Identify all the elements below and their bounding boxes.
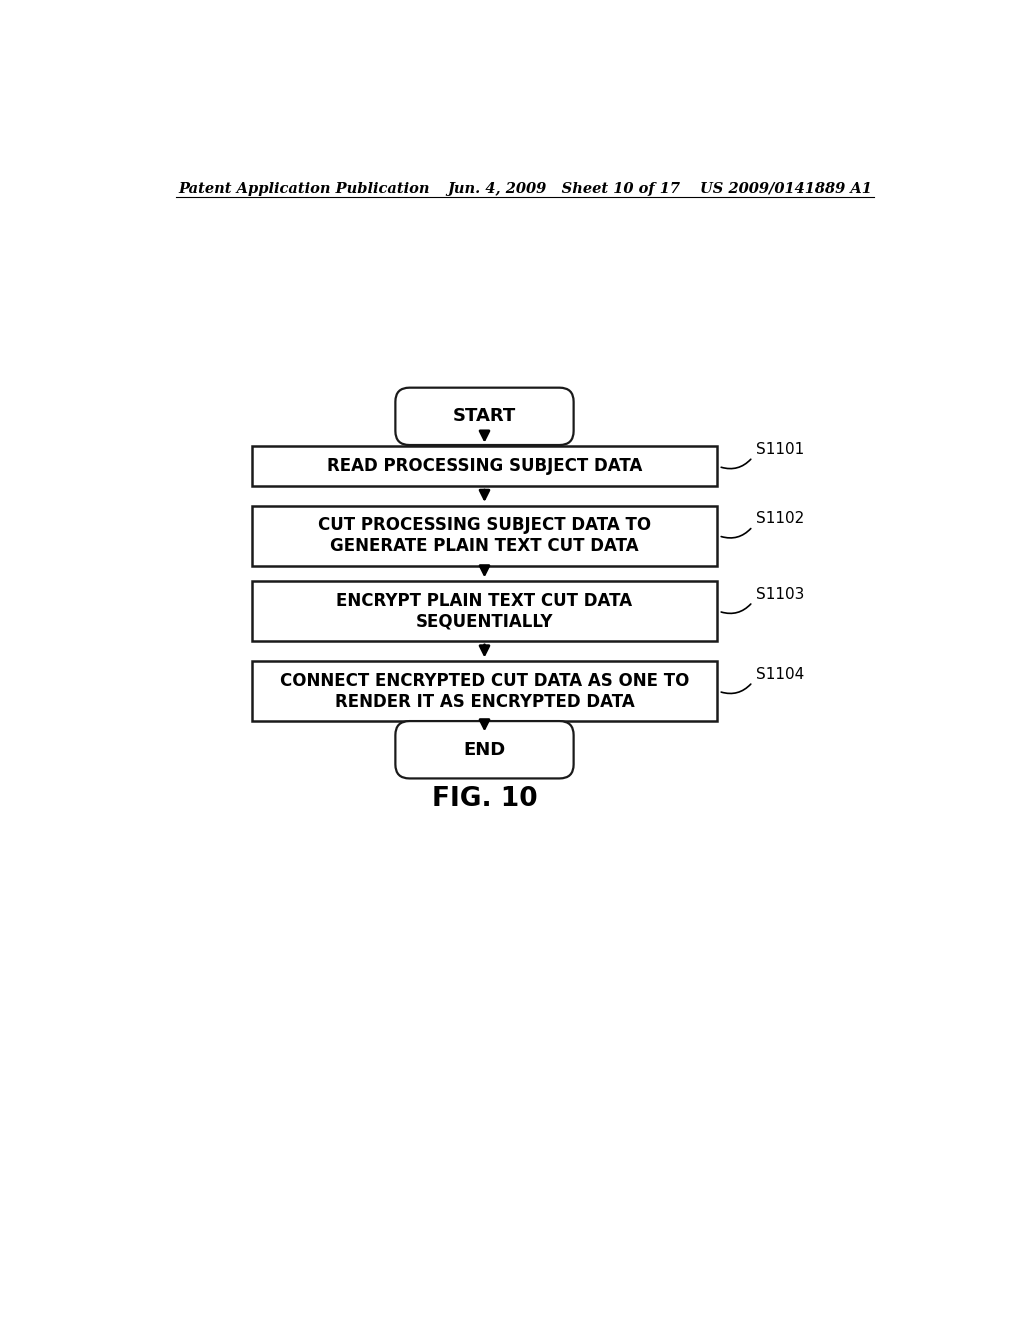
- Text: Patent Application Publication: Patent Application Publication: [178, 182, 430, 195]
- Text: S1103: S1103: [756, 586, 804, 602]
- Text: S1102: S1102: [756, 511, 804, 527]
- Text: FIG. 10: FIG. 10: [432, 785, 538, 812]
- Bar: [252, 506, 717, 566]
- Text: US 2009/0141889 A1: US 2009/0141889 A1: [700, 182, 872, 195]
- FancyBboxPatch shape: [395, 388, 573, 445]
- Text: S1104: S1104: [756, 667, 804, 682]
- Text: CONNECT ENCRYPTED CUT DATA AS ONE TO
RENDER IT AS ENCRYPTED DATA: CONNECT ENCRYPTED CUT DATA AS ONE TO REN…: [280, 672, 689, 710]
- Text: CUT PROCESSING SUBJECT DATA TO
GENERATE PLAIN TEXT CUT DATA: CUT PROCESSING SUBJECT DATA TO GENERATE …: [317, 516, 651, 556]
- Text: READ PROCESSING SUBJECT DATA: READ PROCESSING SUBJECT DATA: [327, 458, 642, 475]
- Text: START: START: [453, 408, 516, 425]
- Text: ENCRYPT PLAIN TEXT CUT DATA
SEQUENTIALLY: ENCRYPT PLAIN TEXT CUT DATA SEQUENTIALLY: [337, 591, 633, 631]
- FancyBboxPatch shape: [395, 721, 573, 779]
- Bar: [252, 446, 717, 487]
- Text: S1101: S1101: [756, 442, 804, 457]
- Bar: [252, 581, 717, 642]
- Bar: [252, 661, 717, 721]
- Text: END: END: [464, 741, 506, 759]
- Text: Jun. 4, 2009   Sheet 10 of 17: Jun. 4, 2009 Sheet 10 of 17: [447, 182, 680, 195]
